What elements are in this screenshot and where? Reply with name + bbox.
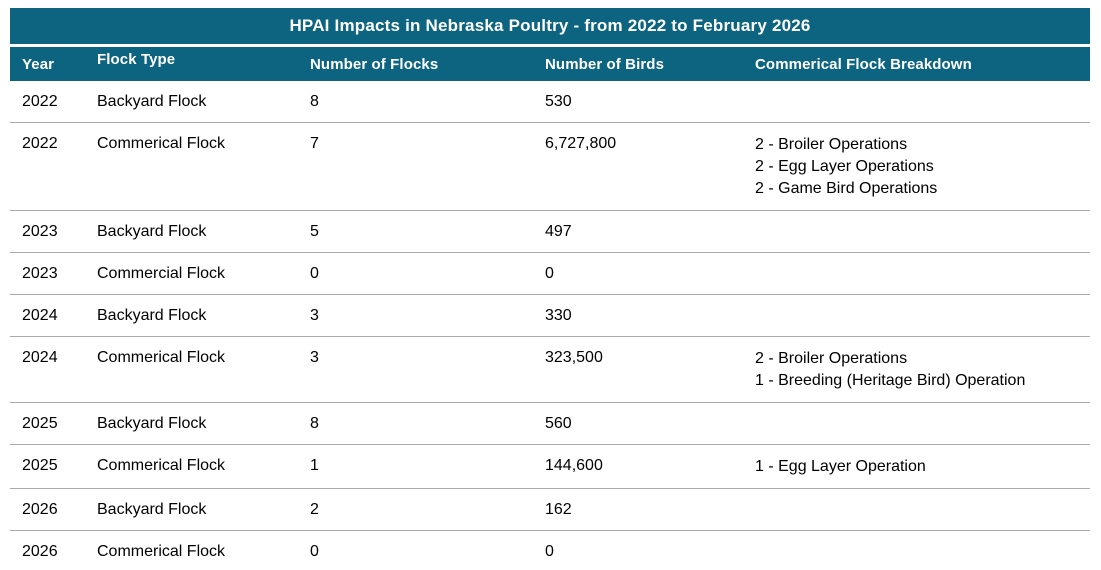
breakdown-cell: 2 - Broiler Operations 2 - Egg Layer Oper… [743,122,1090,211]
table-row: 2023 Backyard Flock 5 497 [10,210,1090,253]
birds-count-cell: 530 [533,81,743,123]
flock-type-cell: Commerical Flock [97,543,226,560]
flock-type-cell: Backyard Flock [85,488,298,531]
breakdown-cell [743,81,1090,123]
flocks-count-cell: 8 [298,402,533,445]
flocks-count-cell: 0 [310,543,319,560]
year-cell: 2025 [10,444,85,489]
hpai-data-table: Year Flock Type Number of Flocks Number … [10,47,1090,570]
year-cell: 2026 [22,543,58,560]
flocks-count-cell: 0 [298,252,533,295]
column-header-flock-type: Flock Type [85,47,298,81]
breakdown-cell [743,531,1090,570]
table-title: HPAI Impacts in Nebraska Poultry - from … [10,8,1090,44]
table-row: 2025 Commerical Flock 1 144,600 1 - Egg Laye… [10,444,1090,489]
table-row: 2022 Backyard Flock 8 530 [10,81,1090,123]
flocks-count-cell: 5 [298,210,533,253]
year-cell: 2022 [10,122,85,211]
flocks-count-cell: 2 [298,488,533,531]
year-cell: 2022 [10,81,85,123]
birds-count-cell: 162 [533,488,743,531]
table-row: 2023 Commercial Flock 0 0 [10,252,1090,295]
breakdown-line: 2 - Egg Layer Operations [755,158,934,175]
birds-count-cell: 330 [533,294,743,337]
table-row: 2026 Backyard Flock 2 162 [10,488,1090,531]
column-header-number-of-flocks: Number of Flocks [298,47,533,81]
flock-type-cell: Backyard Flock [85,210,298,253]
table-row: 2022 Commerical Flock 7 6,727,800 2 - Broile… [10,122,1090,211]
table-row: 2024 Commerical Flock 3 323,500 2 - Broiler … [10,336,1090,403]
year-cell: 2024 [10,294,85,337]
flocks-count-cell: 3 [298,294,533,337]
table-row: 2025 Backyard Flock 8 560 [10,402,1090,445]
breakdown-cell [743,210,1090,253]
flocks-count-cell: 7 [298,122,533,211]
breakdown-cell [743,294,1090,337]
year-cell: 2024 [10,336,85,403]
breakdown-cell [743,488,1090,531]
table-row: 2024 Backyard Flock 3 330 [10,294,1090,337]
breakdown-line: 2 - Broiler Operations [755,136,908,153]
flock-type-cell: Commerical Flock [85,122,298,211]
table-header-row: Year Flock Type Number of Flocks Number … [10,47,1090,81]
breakdown-line: 2 - Broiler Operations [755,350,908,367]
flock-type-cell: Backyard Flock [85,294,298,337]
flock-type-cell: Commerical Flock [85,444,298,489]
flocks-count-cell: 3 [298,336,533,403]
flocks-count-cell: 1 [298,444,533,489]
year-cell: 2023 [10,252,85,295]
breakdown-line: 2 - Game Bird Operations [755,180,938,197]
column-header-commerical-flock-breakdown: Commerical Flock Breakdown [743,47,1090,81]
table-body: 2022 Backyard Flock 8 530 2022 Commerical Flo… [10,81,1090,570]
breakdown-cell: 2 - Broiler Operations 1 - Breeding (Heri… [743,336,1090,403]
birds-count-cell: 0 [545,543,554,560]
table-row: 2026 Commerical Flock 0 0 [10,531,1090,570]
breakdown-cell [743,402,1090,445]
year-cell: 2023 [10,210,85,253]
birds-count-cell: 0 [533,252,743,295]
birds-count-cell: 144,600 [533,444,743,489]
column-header-year: Year [10,47,85,81]
breakdown-line: 1 - Breeding (Heritage Bird) Operation [755,372,1026,389]
flock-type-cell: Commercial Flock [85,252,298,295]
birds-count-cell: 560 [533,402,743,445]
breakdown-line: 1 - Egg Layer Operation [755,458,926,475]
breakdown-cell: 1 - Egg Layer Operation [743,444,1090,489]
birds-count-cell: 323,500 [533,336,743,403]
flock-type-cell: Backyard Flock [85,402,298,445]
hpai-impacts-table: HPAI Impacts in Nebraska Poultry - from … [10,8,1090,570]
flock-type-cell: Commerical Flock [85,336,298,403]
column-header-number-of-birds: Number of Birds [533,47,743,81]
year-cell: 2026 [10,488,85,531]
year-cell: 2025 [10,402,85,445]
flocks-count-cell: 8 [298,81,533,123]
birds-count-cell: 6,727,800 [533,122,743,211]
flock-type-cell: Backyard Flock [85,81,298,123]
birds-count-cell: 497 [533,210,743,253]
breakdown-cell [743,252,1090,295]
